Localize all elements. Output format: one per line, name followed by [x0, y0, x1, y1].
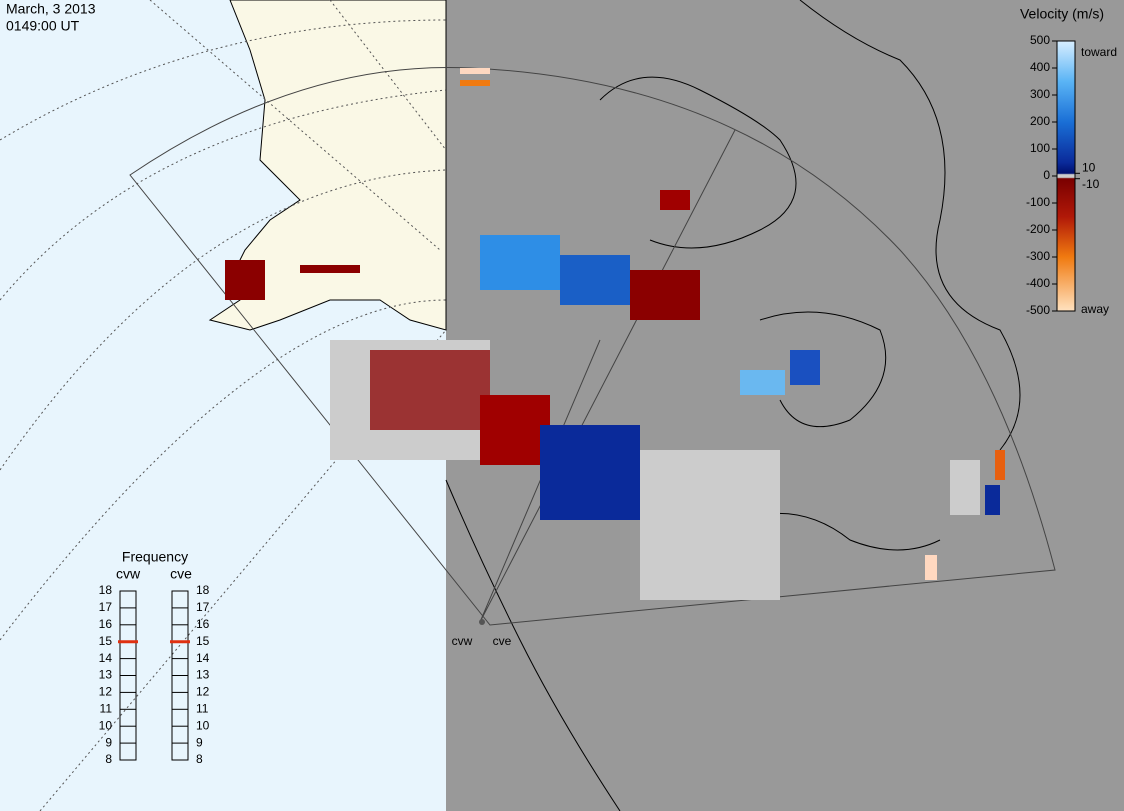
velocity-colorbar [1056, 40, 1076, 312]
colorbar-tick-label: -300 [1026, 249, 1050, 263]
frequency-tick-label: 12 [196, 685, 210, 699]
colorbar-tick-label: -400 [1026, 276, 1050, 290]
frequency-tick-label: 9 [196, 735, 203, 749]
colorbar-tick-label: 400 [1030, 60, 1050, 74]
radar-name: cvw [116, 566, 141, 582]
frequency-tick-label: 9 [105, 735, 112, 749]
colorbar-tick-label: 300 [1030, 87, 1050, 101]
frequency-tick-label: 10 [99, 718, 113, 732]
time: 0149:00 UT [6, 18, 80, 34]
colorbar-tick-label: 500 [1030, 33, 1050, 47]
radar-cells [225, 68, 1005, 600]
site-label: cvw [452, 634, 473, 648]
velocity-title: Velocity (m/s) [1020, 6, 1104, 22]
away-label: away [1081, 302, 1109, 316]
frequency-tick-label: 8 [105, 752, 112, 766]
frequency-tick-label: 11 [196, 701, 209, 715]
frequency-tick-label: 16 [99, 617, 113, 631]
frequency-tick-label: 17 [99, 600, 113, 614]
frequency-tick-label: 13 [99, 668, 113, 682]
frequency-tick-label: 15 [99, 634, 113, 648]
colorbar-tick-label: 0 [1043, 168, 1050, 182]
colorbar-tick-label: -10 [1082, 177, 1100, 191]
frequency-tick-label: 11 [100, 701, 113, 715]
date: March, 3 2013 [6, 1, 96, 17]
frequency-tick-label: 18 [99, 583, 113, 597]
colorbar-tick-label: 10 [1082, 160, 1096, 174]
coastlines [445, 0, 1021, 811]
colorbar-tick-label: 100 [1030, 141, 1050, 155]
frequency-tick-label: 18 [196, 583, 210, 597]
site-label: cve [493, 634, 512, 648]
frequency-tick-label: 8 [196, 752, 203, 766]
frequency-tick-label: 12 [99, 685, 113, 699]
frequency-tick-label: 10 [196, 718, 210, 732]
colorbar-tick-label: -200 [1026, 222, 1050, 236]
frequency-tick-label: 14 [196, 651, 210, 665]
radar-site-dot [479, 619, 485, 625]
colorbar-tick-label: 200 [1030, 114, 1050, 128]
frequency-tick-label: 15 [196, 634, 210, 648]
colorbar-tick-label: -500 [1026, 303, 1050, 317]
radar-name: cve [170, 566, 192, 582]
frequency-tick-label: 13 [196, 668, 210, 682]
colorbar-tick-label: -100 [1026, 195, 1050, 209]
toward-label: toward [1081, 45, 1117, 59]
grid-lines [0, 0, 447, 811]
frequency-title: Frequency [122, 549, 188, 565]
frequency-tick-label: 14 [99, 651, 113, 665]
fov-outline [129, 67, 1056, 626]
frequency-tick-label: 17 [196, 600, 210, 614]
frequency-tick-label: 16 [196, 617, 210, 631]
land-night [446, 0, 1124, 811]
